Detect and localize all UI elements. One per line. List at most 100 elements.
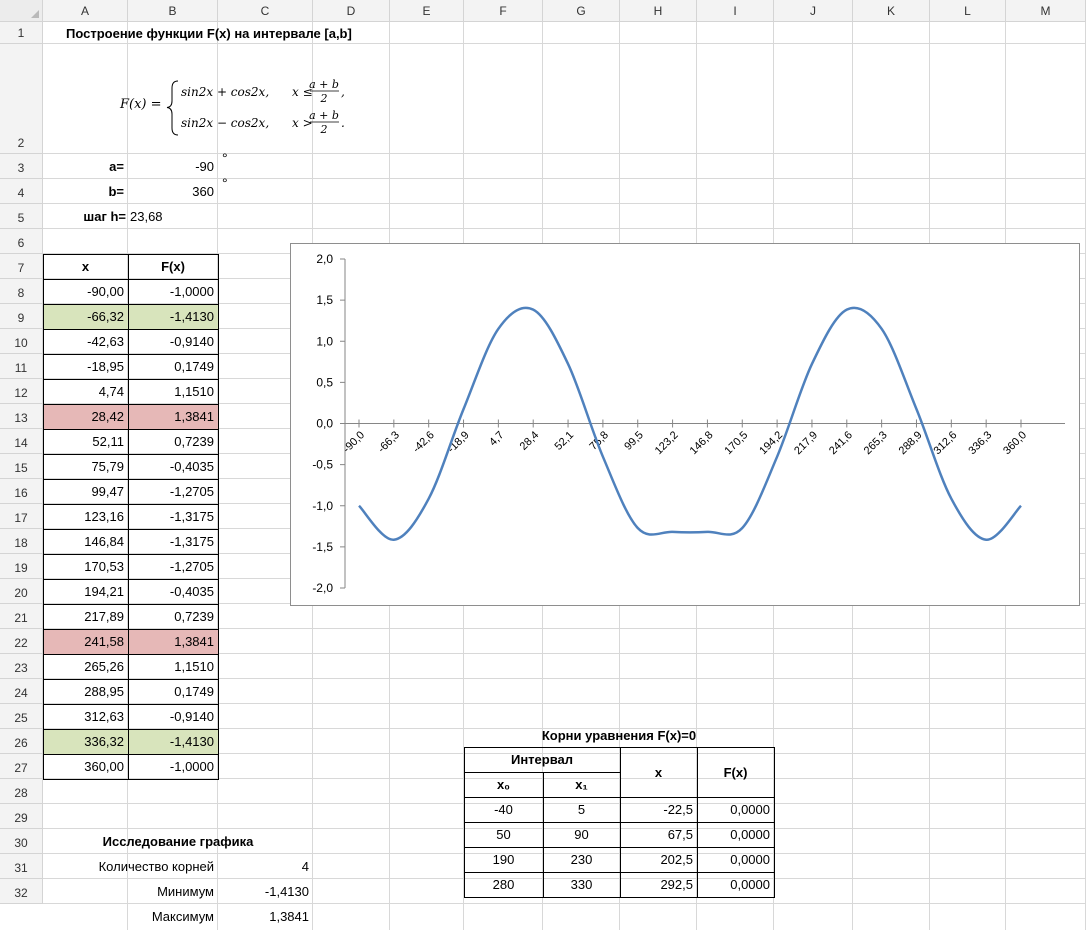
- roots-cell-x1[interactable]: 90: [574, 827, 589, 842]
- param-h-value[interactable]: 23,68: [130, 209, 163, 224]
- roots-cell-x0[interactable]: 280: [492, 877, 515, 892]
- row-header[interactable]: 13: [0, 404, 43, 429]
- row-header[interactable]: 31: [0, 854, 43, 879]
- table-cell-fx[interactable]: -1,0000: [169, 759, 214, 774]
- param-b-label[interactable]: b=: [108, 184, 124, 199]
- column-header[interactable]: I: [697, 0, 774, 22]
- row-header[interactable]: 7: [0, 254, 43, 279]
- roots-cell-x1[interactable]: 5: [577, 802, 586, 817]
- roots-cell-x0[interactable]: -40: [494, 802, 513, 817]
- min-value[interactable]: -1,4130: [264, 884, 309, 899]
- x0-header[interactable]: x₀: [496, 777, 511, 792]
- table-cell-fx[interactable]: 0,1749: [174, 684, 214, 699]
- row-header[interactable]: 16: [0, 479, 43, 504]
- analysis-title[interactable]: Исследование графика: [102, 834, 254, 849]
- column-header[interactable]: A: [43, 0, 128, 22]
- table-cell-x[interactable]: 217,89: [84, 609, 124, 624]
- table-cell-x[interactable]: 265,26: [84, 659, 124, 674]
- param-b-unit[interactable]: °: [222, 175, 228, 191]
- select-all-corner[interactable]: [0, 0, 43, 22]
- column-header[interactable]: K: [853, 0, 930, 22]
- row-header[interactable]: 32: [0, 879, 43, 904]
- row-header[interactable]: 11: [0, 354, 43, 379]
- roots-table-title[interactable]: Корни уравнения F(x)=0: [541, 727, 697, 743]
- table-cell-fx[interactable]: -0,9140: [169, 709, 214, 724]
- table-cell-x[interactable]: -18,95: [87, 359, 124, 374]
- table-cell-x[interactable]: 28,42: [43, 404, 128, 429]
- table-cell-fx[interactable]: -1,2705: [169, 484, 214, 499]
- row-header[interactable]: 14: [0, 429, 43, 454]
- row-header[interactable]: 28: [0, 779, 43, 804]
- table-cell-fx[interactable]: 1,1510: [174, 659, 214, 674]
- table-cell-fx[interactable]: -0,4035: [169, 459, 214, 474]
- table-header-fx[interactable]: F(x): [161, 259, 185, 274]
- table-cell-x[interactable]: 360,00: [84, 759, 124, 774]
- max-label[interactable]: Максимум: [151, 909, 214, 924]
- roots-cell-x[interactable]: 67,5: [667, 827, 693, 842]
- row-header[interactable]: 22: [0, 629, 43, 654]
- roots-cell-f[interactable]: 0,0000: [730, 877, 770, 892]
- column-header[interactable]: B: [128, 0, 218, 22]
- column-header[interactable]: F: [464, 0, 543, 22]
- table-cell-x[interactable]: 99,47: [91, 484, 124, 499]
- row-header[interactable]: 5: [0, 204, 43, 229]
- row-header[interactable]: 2: [0, 44, 43, 154]
- table-cell-fx[interactable]: 1,3841: [128, 629, 218, 654]
- roots-cell-f[interactable]: 0,0000: [730, 852, 770, 867]
- column-header[interactable]: C: [218, 0, 313, 22]
- row-header[interactable]: 29: [0, 804, 43, 829]
- piecewise-formula[interactable]: F(x) = sin2x + cos2x, sin2x − cos2x, x ≤…: [118, 68, 418, 148]
- row-header[interactable]: 3: [0, 154, 43, 179]
- table-cell-x[interactable]: 288,95: [84, 684, 124, 699]
- table-cell-fx[interactable]: -1,4130: [128, 729, 218, 754]
- table-cell-fx[interactable]: -0,4035: [169, 584, 214, 599]
- row-header[interactable]: 19: [0, 554, 43, 579]
- table-cell-fx[interactable]: -1,0000: [169, 284, 214, 299]
- row-header[interactable]: 20: [0, 579, 43, 604]
- roots-cell-x[interactable]: 202,5: [660, 852, 693, 867]
- row-header[interactable]: 4: [0, 179, 43, 204]
- roots-cell-x0[interactable]: 50: [496, 827, 511, 842]
- table-cell-x[interactable]: -42,63: [87, 334, 124, 349]
- table-cell-x[interactable]: 75,79: [91, 459, 124, 474]
- table-cell-x[interactable]: -66,32: [43, 304, 128, 329]
- column-header[interactable]: G: [543, 0, 620, 22]
- table-cell-fx[interactable]: -1,3175: [169, 509, 214, 524]
- row-header[interactable]: 10: [0, 329, 43, 354]
- param-a-label[interactable]: a=: [109, 159, 124, 174]
- param-a-value[interactable]: -90: [195, 159, 214, 174]
- roots-cell-x[interactable]: -22,5: [663, 802, 693, 817]
- table-cell-x[interactable]: 4,74: [98, 384, 124, 399]
- row-header[interactable]: 15: [0, 454, 43, 479]
- page-title[interactable]: Построение функции F(x) на интервале [a,…: [66, 25, 352, 41]
- row-header[interactable]: 8: [0, 279, 43, 304]
- param-h-label[interactable]: шаг h=: [83, 209, 126, 224]
- min-label[interactable]: Минимум: [157, 884, 214, 899]
- row-header[interactable]: 30: [0, 829, 43, 854]
- row-header[interactable]: 12: [0, 379, 43, 404]
- table-cell-fx[interactable]: 0,7239: [174, 434, 214, 449]
- row-header[interactable]: 6: [0, 229, 43, 254]
- table-cell-fx[interactable]: 1,3841: [128, 404, 218, 429]
- interval-header[interactable]: Интервал: [510, 752, 574, 767]
- table-cell-fx[interactable]: 0,7239: [174, 609, 214, 624]
- roots-cell-f[interactable]: 0,0000: [730, 802, 770, 817]
- column-header[interactable]: D: [313, 0, 390, 22]
- table-cell-fx[interactable]: 0,1749: [174, 359, 214, 374]
- table-cell-x[interactable]: 52,11: [92, 434, 124, 449]
- param-b-value[interactable]: 360: [192, 184, 214, 199]
- roots-count-value[interactable]: 4: [301, 859, 309, 874]
- column-header[interactable]: L: [930, 0, 1006, 22]
- column-header[interactable]: E: [390, 0, 464, 22]
- roots-cell-x[interactable]: 292,5: [660, 877, 693, 892]
- column-header[interactable]: M: [1006, 0, 1086, 22]
- table-cell-x[interactable]: 194,21: [84, 584, 124, 599]
- row-header[interactable]: 26: [0, 729, 43, 754]
- table-cell-x[interactable]: 336,32: [43, 729, 128, 754]
- roots-cell-x1[interactable]: 230: [570, 852, 593, 867]
- row-header[interactable]: 25: [0, 704, 43, 729]
- table-cell-fx[interactable]: -0,9140: [169, 334, 214, 349]
- row-header[interactable]: 23: [0, 654, 43, 679]
- x-header[interactable]: x: [654, 764, 663, 780]
